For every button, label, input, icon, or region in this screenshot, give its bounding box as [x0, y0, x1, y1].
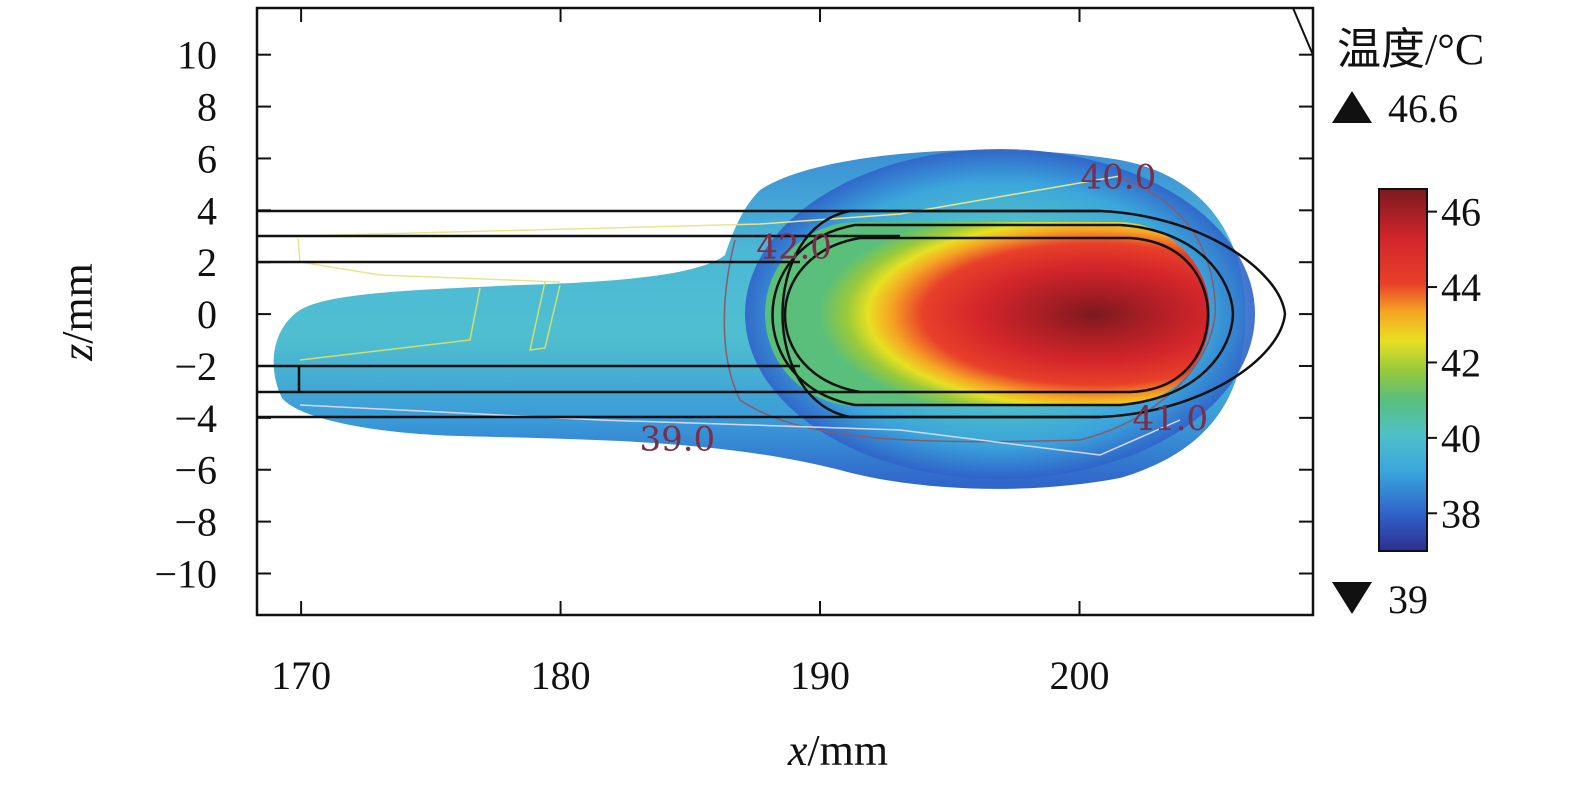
colorbar-tick-label: 46: [1441, 190, 1481, 235]
y-tick-label: 8: [197, 85, 217, 130]
x-tick-label: 180: [531, 653, 591, 698]
isotherm-line: [299, 287, 481, 361]
y-axis-unit: /mm: [53, 263, 102, 344]
isotherm-line: [529, 281, 561, 351]
contour-label: 42.0: [756, 228, 832, 268]
y-axis-title: z/mm: [53, 263, 102, 362]
isotherm-line: [297, 237, 561, 283]
y-tick-label: 6: [197, 136, 217, 181]
colorbar-ticks: 46 44 42 40 38: [1427, 190, 1481, 536]
y-axis-var: z: [53, 344, 102, 362]
colorbar-tick-label: 42: [1441, 340, 1481, 385]
max-triangle-icon: [1332, 91, 1372, 123]
y-tick-label: −10: [154, 551, 217, 596]
colorbar-title: 温度/°C: [1337, 25, 1484, 74]
isotherm-line: [299, 404, 1181, 456]
colorbar-tick-label: 38: [1441, 491, 1481, 536]
x-axis-title: x/mm: [787, 726, 888, 775]
contour-labels: 40.0 42.0 39.0 41.0: [639, 158, 1208, 460]
colorbar-tick-label: 44: [1441, 265, 1481, 310]
colorbar-min-label: 39: [1388, 577, 1428, 622]
y-tick-label: 10: [177, 33, 217, 78]
y-tick-label: 4: [197, 188, 217, 233]
x-tick-label: 170: [271, 653, 331, 698]
y-tick-label: −4: [174, 396, 217, 441]
contour-label: 41.0: [1132, 399, 1208, 439]
colorbar-gradient: [1378, 188, 1428, 552]
y-tick-label: 2: [197, 240, 217, 285]
temperature-region-core: [765, 222, 1210, 406]
x-tick-label: 190: [790, 653, 850, 698]
weld-pool-outline: [771, 223, 1235, 407]
colorbar-max-label: 46.6: [1388, 86, 1458, 131]
corner-line: [1292, 8, 1313, 56]
weld-pool-outline: [783, 236, 1210, 394]
plot-frame: [255, 6, 1315, 617]
min-triangle-icon: [1332, 582, 1372, 614]
contour-label: 40.0: [1081, 158, 1157, 198]
axes: 170 180 190 200 10 8 6 4 2 0 −2 −4 −6 −8 −10: [154, 8, 1313, 698]
weld-pool-outline: [781, 209, 1287, 419]
contour-label: 39.0: [639, 420, 715, 460]
colorbar-tick-label: 40: [1441, 416, 1481, 461]
x-tick-label: 200: [1049, 653, 1109, 698]
x-axis-unit: /mm: [807, 726, 888, 775]
y-tick-label: −6: [174, 448, 217, 493]
colorbar: 温度/°C 46.6 46 44 42 40 38 39: [1332, 25, 1484, 622]
y-tick-label: −2: [174, 344, 217, 389]
x-axis-var: x: [787, 726, 808, 775]
y-tick-label: 0: [197, 292, 217, 337]
y-tick-label: −8: [174, 500, 217, 545]
